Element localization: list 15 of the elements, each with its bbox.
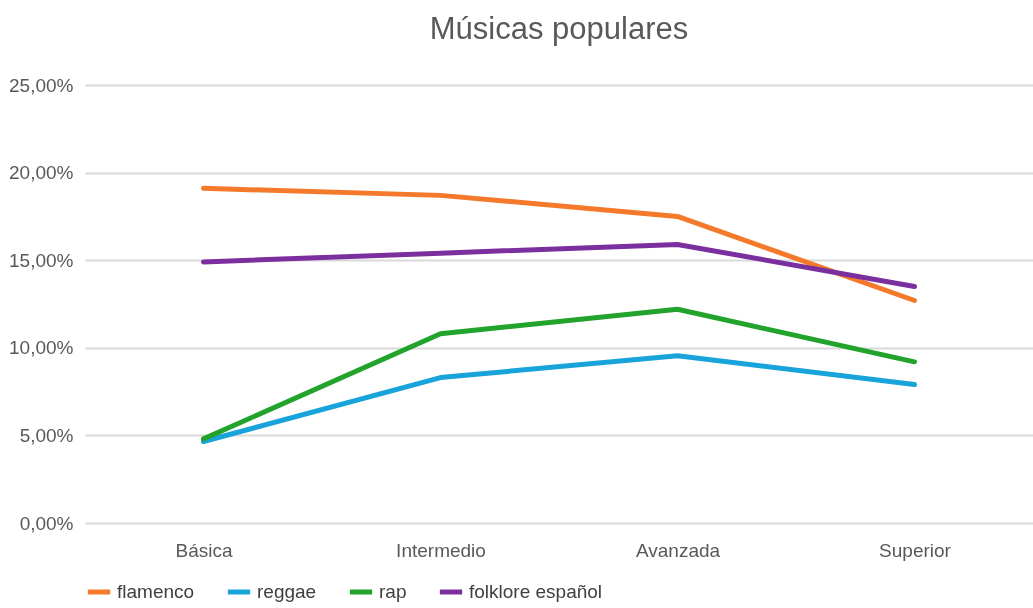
legend-label: folklore español bbox=[469, 581, 603, 602]
y-tick-label: 0,00% bbox=[19, 512, 74, 534]
y-tick-label: 20,00% bbox=[9, 162, 74, 184]
y-tick-label: 15,00% bbox=[9, 249, 74, 271]
y-tick-label: 5,00% bbox=[19, 424, 74, 446]
y-tick-label: 10,00% bbox=[9, 337, 74, 359]
x-tick-label: Avanzada bbox=[635, 539, 721, 561]
x-tick-label: Intermedio bbox=[396, 539, 486, 561]
legend-label: reggae bbox=[257, 581, 317, 602]
legend-label: rap bbox=[379, 581, 407, 602]
chart-title: Músicas populares bbox=[429, 11, 689, 46]
legend-label: flamenco bbox=[117, 581, 195, 602]
x-tick-label: Básica bbox=[175, 539, 233, 561]
x-tick-label: Superior bbox=[879, 539, 952, 561]
y-tick-label: 25,00% bbox=[9, 74, 74, 96]
